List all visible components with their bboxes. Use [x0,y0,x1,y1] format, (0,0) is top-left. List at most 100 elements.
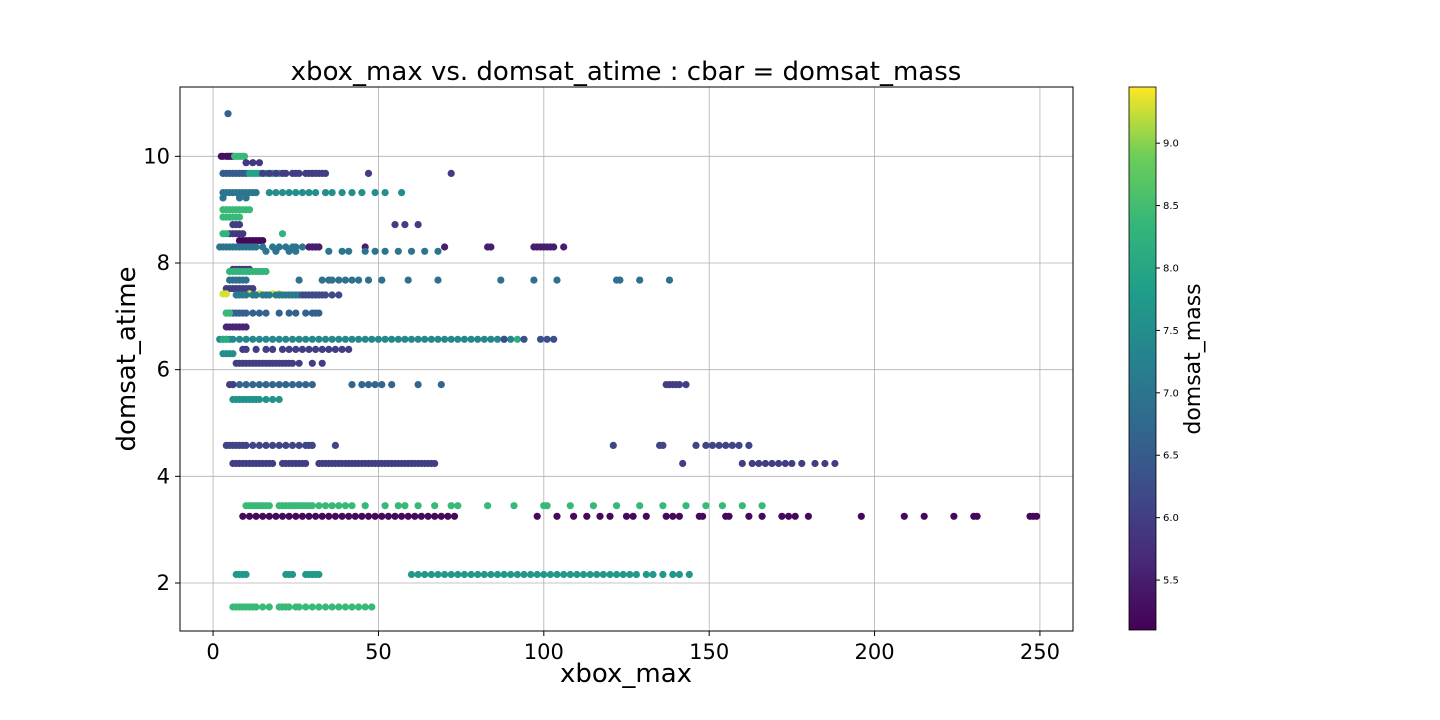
scatter-point [493,570,502,579]
scatter-point [345,512,353,520]
colorbar-tick-label: 6.5 [1163,451,1179,462]
scatter-point [321,169,330,177]
scatter-point [222,335,230,343]
scatter-point [321,291,330,299]
scatter-point [335,603,343,611]
scatter-point [388,381,396,389]
scatter-point [249,441,257,449]
scatter-point [265,603,273,611]
scatter-point [424,512,432,520]
scatter-point [252,291,260,299]
scatter-point [302,335,310,343]
scatter-point [272,169,280,177]
scatter-point [312,512,320,520]
scatter-point [474,335,482,343]
scatter-point [520,335,528,343]
scatter-point [755,459,763,468]
scatter-point [384,512,392,520]
y-tick-label: 10 [143,144,170,168]
scatter-point [315,243,323,251]
scatter-point [702,502,710,510]
scatter-point [341,276,349,284]
scatter-point [282,441,290,449]
scatter-point [235,194,244,202]
scatter-point [553,276,561,284]
scatter-point [735,441,743,449]
scatter-point [407,247,416,255]
scatter-point [298,243,306,251]
scatter-point [788,459,796,468]
scatter-point [229,381,237,389]
scatter-point [338,345,346,353]
scatter-point [355,335,363,343]
scatter-point [368,603,376,611]
scatter-point [331,441,339,449]
scatter-point [414,335,422,343]
scatter-point [579,570,588,579]
scatter-point [242,381,250,389]
scatter-point [364,276,373,284]
colorbar-ticks: 5.5 6.0 6.5 7.0 7.5 8.0 8.5 9.0 [1156,139,1179,587]
scatter-point [920,512,928,520]
scatter-point [315,335,323,343]
scatter-point [702,441,710,449]
scatter-point [378,276,386,284]
scatter-point [606,512,614,520]
scatter-point [245,512,254,520]
scatter-point [725,512,733,520]
scatter-point [292,512,300,520]
scatter-point [804,512,813,520]
scatter-point [381,335,389,343]
scatter-point [239,230,247,238]
scatter-point [533,512,541,520]
scatter-point [381,247,389,255]
scatter-point [262,309,270,317]
scatter-point [404,512,412,520]
scatter-point [434,276,442,284]
scatter-point [685,570,693,579]
scatter-point [745,512,753,520]
grid-lines [180,87,1073,631]
scatter-point [583,512,591,520]
scatter-point [487,570,495,579]
scatter-point [315,309,323,317]
scatter-point [480,570,488,579]
scatter-point [447,335,455,343]
scatter-point [781,459,789,468]
scatter-point [262,267,270,276]
scatter-point [292,345,300,353]
scatter-point [364,381,373,389]
scatter-point [235,381,244,389]
scatter-point [292,247,300,255]
scatter-point [278,189,287,197]
scatter-point [401,221,409,229]
scatter-point [550,335,558,343]
scatter-point [302,381,310,389]
scatter-point [738,502,746,510]
scatter-point [441,570,449,579]
scatter-point [454,570,462,579]
scatter-point [262,247,270,255]
scatter-point [275,335,283,343]
scatter-point [434,335,442,343]
scatter-point [328,276,336,284]
scatter-point [520,570,528,579]
scatter-point [613,570,621,579]
scatter-point [613,502,621,510]
scatter-point [371,512,379,520]
scatter-point [497,276,505,284]
scatter-point [431,459,439,468]
colorbar-tick-label: 7.0 [1163,388,1179,399]
scatter-point [1033,512,1041,520]
scatter-point [249,285,257,293]
scatter-point [335,276,343,284]
scatter-point [348,381,356,389]
scatter-point [560,570,568,579]
scatter-point [239,512,247,520]
scatter-point [821,459,829,468]
scatter-point [308,603,316,611]
scatter-point [831,459,839,468]
scatter-point [321,189,330,197]
scatter-point [434,247,442,255]
